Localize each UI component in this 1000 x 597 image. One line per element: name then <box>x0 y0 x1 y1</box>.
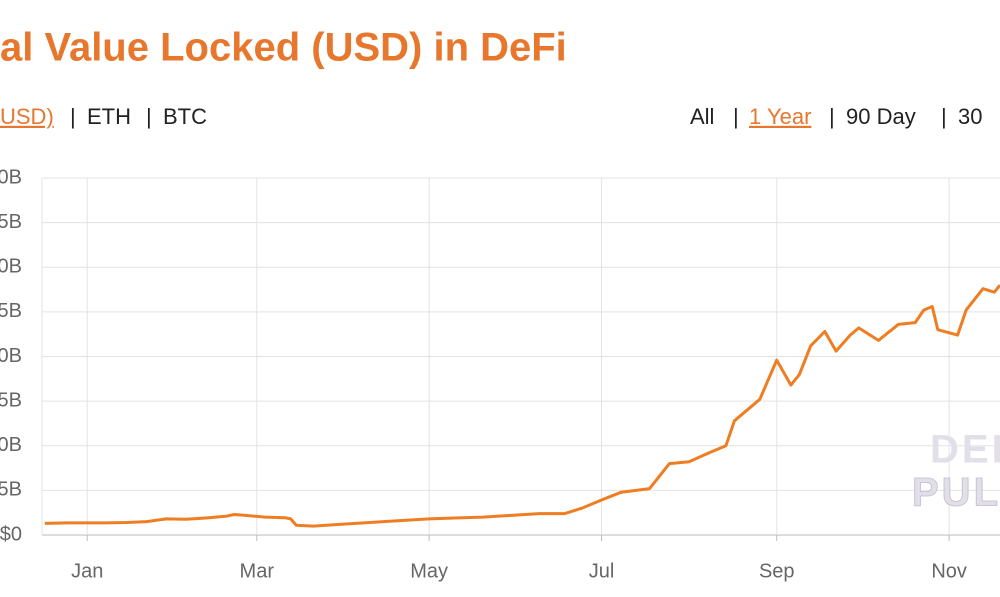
range-90-day[interactable]: 90 Day <box>846 104 916 129</box>
range-1-year[interactable]: 1 Year <box>749 104 811 129</box>
page-title: al Value Locked (USD) in DeFi <box>0 26 567 70</box>
range-30-day[interactable]: 30 <box>958 104 982 129</box>
separator: | <box>733 104 739 129</box>
tvl-line <box>44 284 1000 528</box>
y-tick-label: 0B <box>0 434 22 456</box>
range-all[interactable]: All <box>690 104 714 129</box>
separator: | <box>941 104 947 129</box>
currency-btc[interactable]: BTC <box>163 104 207 129</box>
x-tick-label: Mar <box>240 560 275 582</box>
x-tick-label: Jan <box>71 560 103 582</box>
y-tick-label: $0 <box>0 523 22 545</box>
separator: | <box>829 104 835 129</box>
currency-eth[interactable]: ETH <box>87 104 131 129</box>
y-tick-label: 5B <box>0 211 22 233</box>
x-tick-label: Sep <box>759 560 795 582</box>
y-tick-label: 5B <box>0 300 22 322</box>
x-tick-label: Nov <box>931 560 967 582</box>
y-tick-label: 5B <box>0 389 22 411</box>
y-tick-label: 0B <box>0 166 22 188</box>
separator: | <box>70 104 76 129</box>
plot: $0 5B 0B 5B 0B 5B 0B 5B 0B Jan Mar May Jul Sep Nov <box>0 166 1000 582</box>
watermark: PULS <box>912 471 1000 515</box>
x-tick-label: May <box>410 560 448 582</box>
watermark: DEF <box>930 428 1000 472</box>
x-tick-label: Jul <box>589 560 615 582</box>
separator: | <box>146 104 152 129</box>
y-tick-label: 0B <box>0 256 22 278</box>
y-tick-label: 0B <box>0 345 22 367</box>
currency-usd[interactable]: USD) <box>0 104 54 129</box>
y-tick-label: 5B <box>0 479 22 501</box>
